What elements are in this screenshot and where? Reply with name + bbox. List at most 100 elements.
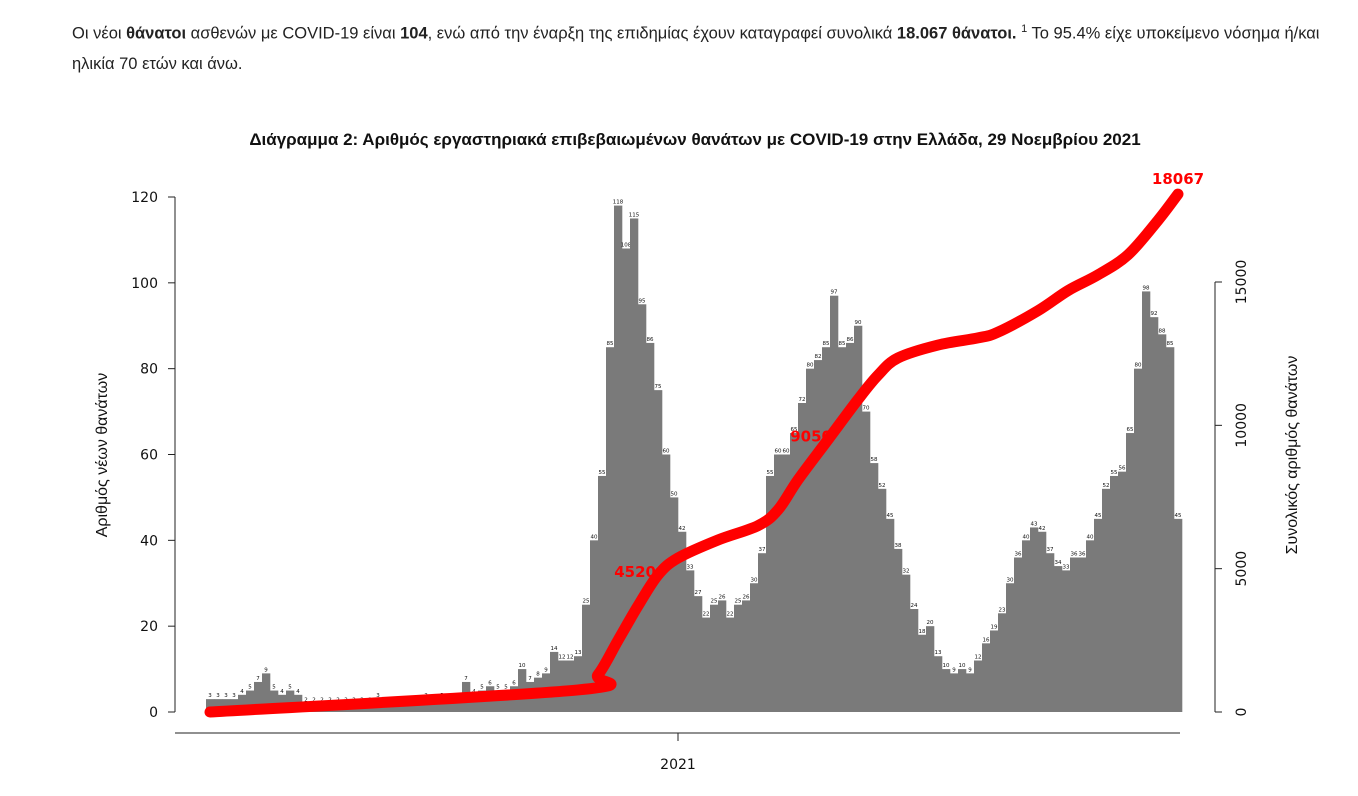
- bar: [1110, 475, 1119, 712]
- bar-value-label: 25: [583, 599, 590, 605]
- bar-value-label: 85: [607, 341, 614, 347]
- bar-value-label: 38: [895, 543, 902, 549]
- intro-text: Οι νέοι: [72, 24, 127, 43]
- bar: [630, 218, 639, 713]
- bar: [398, 703, 407, 712]
- bar: [1046, 553, 1055, 712]
- bar: [846, 342, 855, 712]
- bar-value-label: 55: [1111, 470, 1118, 476]
- intro-paragraph: Οι νέοι θάνατοι ασθενών με COVID-19 είνα…: [72, 14, 1332, 79]
- bar-value-label: 9: [544, 667, 548, 673]
- bar: [1078, 557, 1087, 712]
- intro-text: Το 95.4% είχε υποκείμενο νόσημα ή/και ηλ…: [72, 24, 1320, 73]
- bar: [998, 613, 1007, 712]
- bar-value-label: 14: [551, 646, 558, 652]
- bar-value-label: 6: [512, 680, 516, 686]
- cumulative-value-label: 4520: [614, 563, 656, 581]
- y-tick-label: 100: [131, 276, 158, 292]
- bar: [862, 411, 871, 712]
- bar-value-label: 13: [575, 650, 582, 656]
- bar: [774, 454, 783, 712]
- bar: [406, 703, 415, 712]
- bar-value-label: 60: [663, 449, 670, 455]
- bar: [1070, 557, 1079, 712]
- bar-value-label: 36: [1071, 552, 1078, 558]
- y2-axis-label: Συνολικός αριθμός θανάτων: [1284, 356, 1301, 555]
- bar: [582, 604, 591, 712]
- bar-value-label: 36: [1015, 552, 1022, 558]
- bar-value-label: 5: [288, 685, 292, 691]
- bar-value-label: 55: [599, 470, 606, 476]
- bar-value-label: 25: [711, 599, 718, 605]
- bar: [430, 703, 439, 712]
- bar: [678, 531, 687, 712]
- bar-value-label: 65: [791, 427, 798, 433]
- bar-value-label: 98: [1143, 285, 1150, 291]
- bar-value-label: 37: [1047, 547, 1054, 553]
- bar-value-label: 52: [879, 483, 886, 489]
- bar: [1038, 531, 1047, 712]
- bar-value-label: 60: [783, 449, 790, 455]
- bar-value-label: 18: [919, 629, 926, 635]
- bar-value-label: 4: [280, 689, 284, 695]
- bar: [1030, 527, 1039, 712]
- y-tick-label: 0: [149, 705, 158, 721]
- bar-value-label: 22: [703, 612, 710, 618]
- bar: [390, 703, 399, 712]
- bar: [910, 609, 919, 712]
- bar-value-label: 26: [719, 594, 726, 600]
- bar-value-label: 85: [823, 341, 830, 347]
- bar: [902, 574, 911, 712]
- bar-value-label: 30: [751, 577, 758, 583]
- cumulative-deaths-line: [204, 188, 1184, 718]
- bar-value-label: 5: [272, 685, 276, 691]
- bar: [806, 368, 815, 712]
- bar-value-label: 40: [591, 534, 598, 540]
- bar-value-label: 7: [256, 676, 260, 682]
- bar: [1158, 334, 1167, 712]
- bar: [822, 347, 831, 712]
- bar-value-label: 70: [863, 406, 870, 412]
- bar: [1094, 518, 1103, 712]
- bar-value-label: 90: [855, 320, 862, 326]
- bar: [614, 205, 623, 713]
- bar: [886, 518, 895, 712]
- intro-bold-deaths: θάνατοι: [126, 24, 187, 43]
- bar-value-label: 12: [567, 655, 574, 661]
- bar: [830, 295, 839, 712]
- bar: [270, 690, 279, 712]
- bar-value-label: 80: [807, 363, 814, 369]
- bar: [1062, 570, 1071, 712]
- y2-tick-label: 15000: [1234, 260, 1250, 305]
- bar: [286, 690, 295, 712]
- y2-tick-label: 0: [1234, 708, 1250, 717]
- footnote-ref[interactable]: 1: [1021, 23, 1028, 35]
- intro-text: ασθενών με COVID-19 είναι: [186, 24, 401, 43]
- bar-value-label: 95: [639, 298, 646, 304]
- bar-value-label: 37: [759, 547, 766, 553]
- bar: [262, 673, 271, 712]
- bar: [422, 699, 431, 712]
- bar-value-label: 8: [536, 672, 540, 678]
- bar: [750, 583, 759, 712]
- bar-value-label: 45: [887, 513, 894, 519]
- bar: [982, 643, 991, 712]
- bar-value-label: 85: [1167, 341, 1174, 347]
- bar: [638, 304, 647, 712]
- bar: [454, 699, 463, 712]
- bar-value-label: 34: [1055, 560, 1062, 566]
- bar-value-label: 45: [1175, 513, 1182, 519]
- bar-value-label: 5: [248, 685, 252, 691]
- bar: [654, 390, 663, 712]
- bar-value-label: 32: [903, 569, 910, 575]
- bar: [966, 673, 975, 712]
- bar: [254, 681, 263, 712]
- bar: [814, 360, 823, 712]
- bar: [766, 475, 775, 712]
- bar: [1126, 433, 1135, 712]
- bar-value-label: 3: [232, 693, 236, 699]
- bar: [414, 703, 423, 712]
- bar: [622, 248, 631, 712]
- bar: [1166, 347, 1175, 712]
- bar-value-label: 30: [1007, 577, 1014, 583]
